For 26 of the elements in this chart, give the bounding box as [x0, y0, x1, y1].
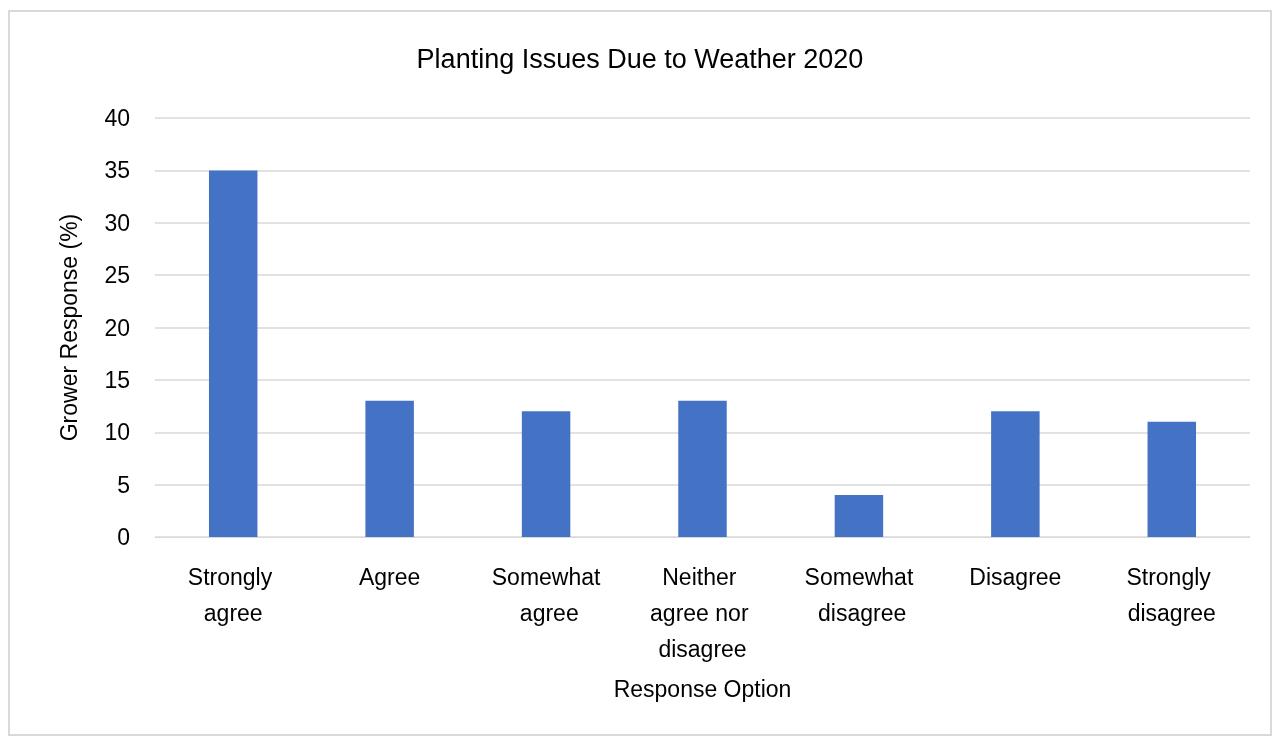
bar — [678, 400, 727, 537]
y-tick-label: 30 — [104, 209, 130, 236]
bar — [991, 411, 1040, 537]
x-tick-label: Disagree — [969, 564, 1062, 590]
bar — [365, 400, 414, 537]
y-tick-label: 0 — [117, 524, 130, 550]
x-tick-label: Somewhat agree — [491, 564, 602, 626]
bar — [1147, 421, 1197, 537]
x-tick-label: Strongly disagree — [1126, 564, 1218, 626]
x-tick-label: Strongly agree — [187, 564, 279, 626]
y-tick-label: 10 — [104, 419, 130, 446]
y-tick-label: 40 — [104, 105, 130, 131]
x-tick-label: Somewhat disagree — [804, 564, 914, 626]
y-tick-label: 5 — [117, 471, 130, 498]
bar — [521, 411, 571, 537]
x-tick-label: Neither agree nor disagree — [650, 564, 755, 662]
bar — [834, 495, 884, 537]
y-tick-label: 25 — [104, 262, 130, 289]
y-tick-label: 15 — [104, 366, 130, 393]
bar — [208, 170, 258, 537]
y-tick-label: 35 — [104, 157, 130, 184]
chart-title: Planting Issues Due to Weather 2020 — [416, 43, 864, 74]
y-axis-title: Grower Response (%) — [55, 213, 82, 442]
x-axis-title: Response Option — [613, 675, 792, 702]
x-tick-label: Agree — [358, 564, 421, 590]
y-tick-label: 20 — [104, 314, 130, 341]
